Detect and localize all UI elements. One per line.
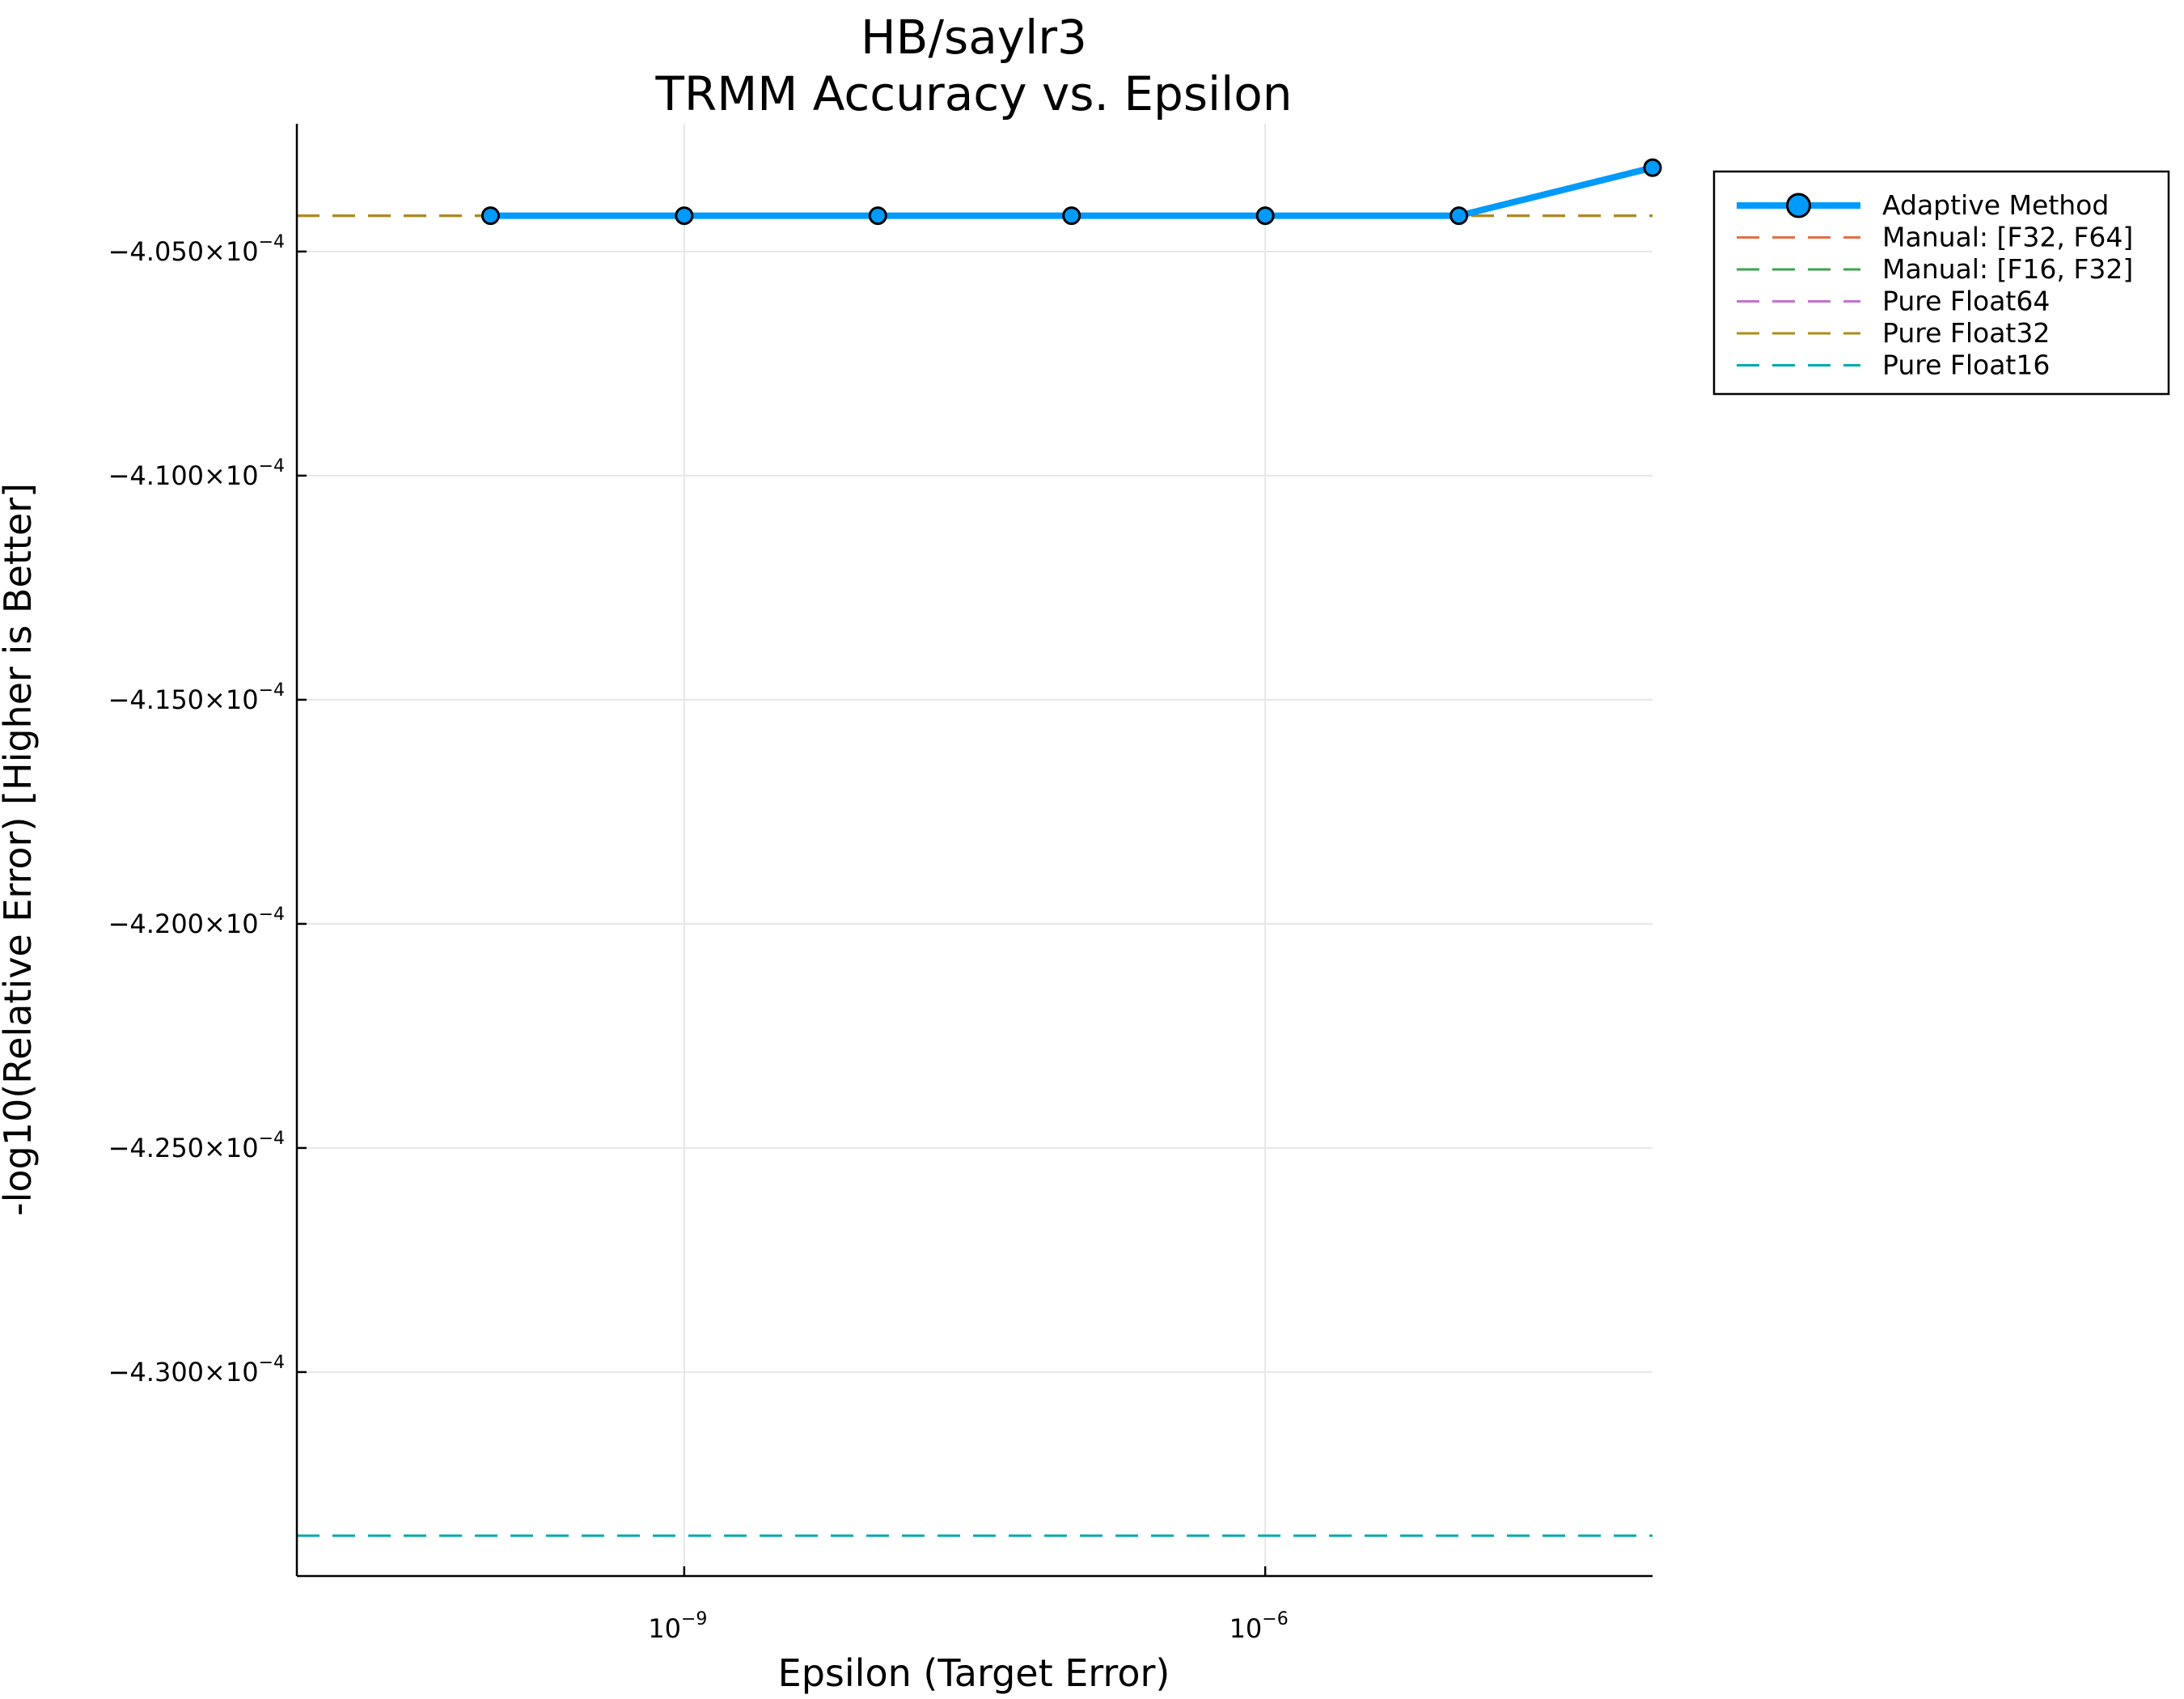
x-ticks: 10−9 10−6 — [648, 1566, 1289, 1644]
legend-label: Manual: [F16, F32] — [1882, 253, 2133, 285]
x-tick-exponent: −9 — [681, 1609, 707, 1629]
y-tick-mantissa: −4.150×10 — [108, 684, 259, 715]
x-tick-label: 10−9 — [648, 1609, 707, 1644]
legend-marker — [1786, 193, 1811, 218]
y-tick-label: −4.150×10−4 — [108, 680, 285, 715]
y-axis-label: -log10(Relative Error) [Higher is Better… — [0, 483, 40, 1216]
legend-label: Pure Float32 — [1882, 317, 2050, 349]
data-point — [1450, 206, 1469, 226]
y-tick-mantissa: −4.100×10 — [108, 460, 259, 491]
reference-lines — [297, 214, 1653, 1537]
y-tick-mantissa: −4.300×10 — [108, 1357, 259, 1388]
legend-label: Manual: [F32, F64] — [1882, 222, 2133, 253]
y-tick-exponent: −4 — [259, 1129, 285, 1149]
y-tick-exponent: −4 — [259, 905, 285, 925]
legend-label: Pure Float64 — [1882, 286, 2050, 317]
y-tick-exponent: −4 — [259, 1353, 285, 1373]
legend-box — [1712, 170, 2170, 396]
chart-title: HB/saylr3 — [861, 10, 1087, 65]
y-tick-label: −4.250×10−4 — [108, 1129, 285, 1163]
axes — [295, 124, 1653, 1578]
y-tick-label: −4.100×10−4 — [108, 456, 285, 491]
y-tick-exponent: −4 — [259, 680, 285, 701]
adaptive-series — [480, 158, 1662, 226]
y-tick-exponent: −4 — [259, 456, 285, 477]
x-tick-label: 10−6 — [1230, 1609, 1289, 1644]
legend-label: Adaptive Method — [1882, 189, 2109, 221]
chart-subtitle: TRMM Accuracy vs. Epsilon — [654, 66, 1292, 121]
y-ticks: −4.050×10−4−4.100×10−4−4.150×10−4−4.200×… — [108, 232, 307, 1388]
grid — [297, 124, 1653, 1576]
y-tick-exponent: −4 — [259, 232, 285, 252]
data-point — [1255, 206, 1275, 226]
y-tick-label: −4.050×10−4 — [108, 232, 285, 267]
y-tick-label: −4.300×10−4 — [108, 1353, 285, 1388]
data-point — [480, 206, 500, 226]
x-tick-exponent: −6 — [1262, 1609, 1288, 1629]
data-point — [1062, 206, 1081, 226]
y-tick-mantissa: −4.250×10 — [108, 1133, 259, 1163]
data-point — [675, 206, 694, 226]
data-point — [1643, 158, 1662, 177]
y-tick-mantissa: −4.200×10 — [108, 909, 259, 939]
x-tick-base: 10 — [1230, 1613, 1263, 1644]
y-tick-label: −4.200×10−4 — [108, 905, 285, 939]
legend-label: Pure Float16 — [1882, 350, 2050, 381]
x-tick-base: 10 — [648, 1613, 681, 1644]
y-tick-mantissa: −4.050×10 — [108, 236, 259, 267]
data-point — [868, 206, 887, 226]
x-axis-label: Epsilon (Target Error) — [778, 1651, 1170, 1695]
